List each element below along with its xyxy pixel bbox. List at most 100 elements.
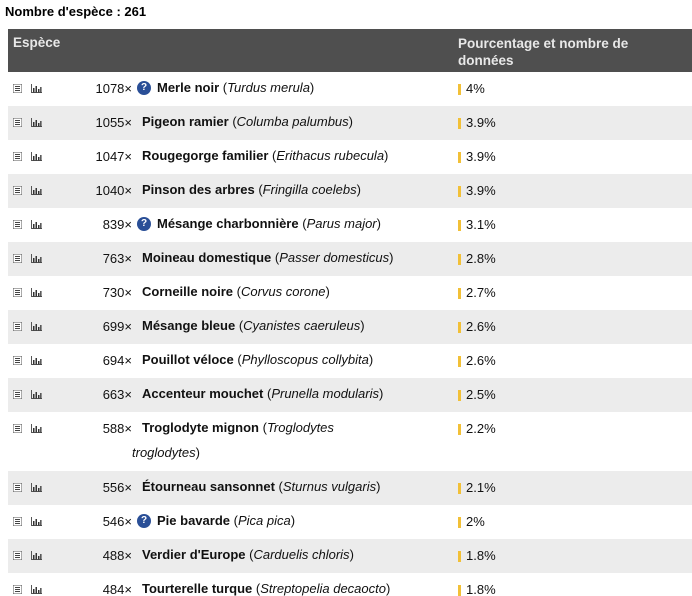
- list-icon[interactable]: [13, 585, 22, 594]
- observation-count: 839×: [102, 217, 132, 232]
- list-icon[interactable]: [13, 551, 22, 560]
- list-icon[interactable]: [13, 288, 22, 297]
- species-name[interactable]: Pinson des arbres (Fringilla coelebs): [142, 177, 462, 202]
- percentage-value: 2.8%: [466, 251, 496, 266]
- percentage-value: 3.1%: [466, 217, 496, 232]
- common-name[interactable]: Mésange charbonnière: [157, 216, 299, 231]
- common-name[interactable]: Étourneau sansonnet: [142, 479, 275, 494]
- common-name[interactable]: Pouillot véloce: [142, 352, 234, 367]
- list-icon[interactable]: [13, 356, 22, 365]
- percentage-bar: [458, 288, 461, 299]
- species-name[interactable]: Rougegorge familier (Erithacus rubecula): [142, 143, 462, 168]
- paren-open: (: [298, 216, 307, 231]
- species-name[interactable]: Troglodyte mignon (Troglodytes troglodyt…: [132, 415, 382, 465]
- paren-open: (: [245, 547, 254, 562]
- info-icon[interactable]: ?: [137, 81, 151, 95]
- bar-chart-icon[interactable]: [31, 390, 42, 399]
- common-name[interactable]: Corneille noire: [142, 284, 234, 299]
- bar-chart-icon[interactable]: [31, 517, 42, 526]
- bar-chart-icon[interactable]: [31, 551, 42, 560]
- list-icon[interactable]: [13, 118, 22, 127]
- table-row[interactable]: 588× Troglodyte mignon (Troglodytes trogl…: [8, 412, 692, 471]
- species-name[interactable]: Pie bavarde (Pica pica): [157, 508, 477, 533]
- info-icon[interactable]: ?: [137, 514, 151, 528]
- table-row[interactable]: 484× Tourterelle turque (Streptopelia dec…: [8, 573, 692, 596]
- species-name[interactable]: Accenteur mouchet (Prunella modularis): [142, 381, 462, 406]
- table-row[interactable]: 730× Corneille noire (Corvus corone) 2.7%: [8, 276, 692, 310]
- latin-name: Cyanistes caeruleus: [243, 318, 361, 333]
- table-row[interactable]: 763× Moineau domestique (Passer domesticu…: [8, 242, 692, 276]
- table-row[interactable]: 663× Accenteur mouchet (Prunella modulari…: [8, 378, 692, 412]
- species-name[interactable]: Mésange bleue (Cyanistes caeruleus): [142, 313, 462, 338]
- species-name[interactable]: Étourneau sansonnet (Sturnus vulgaris): [142, 474, 462, 499]
- latin-name: Passer domesticus: [279, 250, 390, 265]
- paren-open: (: [219, 80, 228, 95]
- table-row[interactable]: 694× Pouillot véloce (Phylloscopus collyb…: [8, 344, 692, 378]
- latin-name: Phylloscopus collybita: [241, 352, 369, 367]
- species-name[interactable]: Tourterelle turque (Streptopelia decaoct…: [142, 576, 462, 596]
- table-row[interactable]: 556× Étourneau sansonnet (Sturnus vulgari…: [8, 471, 692, 505]
- common-name[interactable]: Mésange bleue: [142, 318, 236, 333]
- list-icon[interactable]: [13, 322, 22, 331]
- list-icon[interactable]: [13, 254, 22, 263]
- percentage-value: 1.8%: [466, 548, 496, 563]
- table-row[interactable]: 488× Verdier d'Europe (Carduelis chloris)…: [8, 539, 692, 573]
- table-row[interactable]: 1078×? Merle noir (Turdus merula) 4%: [8, 72, 692, 106]
- bar-chart-icon[interactable]: [31, 288, 42, 297]
- bar-chart-icon[interactable]: [31, 424, 42, 433]
- bar-chart-icon[interactable]: [31, 220, 42, 229]
- species-name[interactable]: Mésange charbonnière (Parus major): [157, 211, 477, 236]
- list-icon[interactable]: [13, 390, 22, 399]
- list-icon[interactable]: [13, 220, 22, 229]
- bar-chart-icon[interactable]: [31, 356, 42, 365]
- bar-chart-icon[interactable]: [31, 84, 42, 93]
- table-row[interactable]: 699× Mésange bleue (Cyanistes caeruleus) 2…: [8, 310, 692, 344]
- bar-chart-icon[interactable]: [31, 483, 42, 492]
- common-name[interactable]: Rougegorge familier: [142, 148, 269, 163]
- list-icon[interactable]: [13, 483, 22, 492]
- table-row[interactable]: 546×? Pie bavarde (Pica pica) 2%: [8, 505, 692, 539]
- species-name[interactable]: Moineau domestique (Passer domesticus): [142, 245, 462, 270]
- column-header-percentage[interactable]: Pourcentage et nombre de données: [458, 36, 629, 68]
- species-name[interactable]: Pouillot véloce (Phylloscopus collybita): [142, 347, 462, 372]
- info-icon[interactable]: ?: [137, 217, 151, 231]
- observation-count: 484×: [102, 582, 132, 596]
- common-name[interactable]: Merle noir: [157, 80, 220, 95]
- table-row[interactable]: 1055× Pigeon ramier (Columba palumbus) 3.9…: [8, 106, 692, 140]
- common-name[interactable]: Moineau domestique: [142, 250, 272, 265]
- observation-count: 1078×: [95, 81, 132, 96]
- bar-chart-icon[interactable]: [31, 152, 42, 161]
- paren-open: (: [254, 182, 263, 197]
- table-row[interactable]: 839×? Mésange charbonnière (Parus major) 3…: [8, 208, 692, 242]
- list-icon[interactable]: [13, 186, 22, 195]
- paren-close: ): [195, 445, 200, 460]
- common-name[interactable]: Troglodyte mignon: [142, 420, 259, 435]
- species-name[interactable]: Pigeon ramier (Columba palumbus): [142, 109, 462, 134]
- common-name[interactable]: Tourterelle turque: [142, 581, 253, 596]
- species-name[interactable]: Verdier d'Europe (Carduelis chloris): [142, 542, 462, 567]
- bar-chart-icon[interactable]: [31, 585, 42, 594]
- species-name[interactable]: Merle noir (Turdus merula): [157, 75, 477, 100]
- latin-name: Prunella modularis: [271, 386, 379, 401]
- common-name[interactable]: Pinson des arbres: [142, 182, 255, 197]
- species-name[interactable]: Corneille noire (Corvus corone): [142, 279, 462, 304]
- table-row[interactable]: 1040× Pinson des arbres (Fringilla coeleb…: [8, 174, 692, 208]
- common-name[interactable]: Pigeon ramier: [142, 114, 229, 129]
- list-icon[interactable]: [13, 424, 22, 433]
- list-icon[interactable]: [13, 152, 22, 161]
- paren-close: ): [309, 80, 315, 95]
- common-name[interactable]: Accenteur mouchet: [142, 386, 264, 401]
- paren-close: ): [290, 513, 296, 528]
- list-icon[interactable]: [13, 84, 22, 93]
- common-name[interactable]: Pie bavarde: [157, 513, 230, 528]
- common-name[interactable]: Verdier d'Europe: [142, 547, 246, 562]
- bar-chart-icon[interactable]: [31, 186, 42, 195]
- table-row[interactable]: 1047× Rougegorge familier (Erithacus rube…: [8, 140, 692, 174]
- bar-chart-icon[interactable]: [31, 118, 42, 127]
- paren-open: (: [268, 148, 277, 163]
- list-icon[interactable]: [13, 517, 22, 526]
- percentage-bar: [458, 551, 461, 562]
- bar-chart-icon[interactable]: [31, 254, 42, 263]
- bar-chart-icon[interactable]: [31, 322, 42, 331]
- column-header-species[interactable]: Espèce: [13, 35, 61, 50]
